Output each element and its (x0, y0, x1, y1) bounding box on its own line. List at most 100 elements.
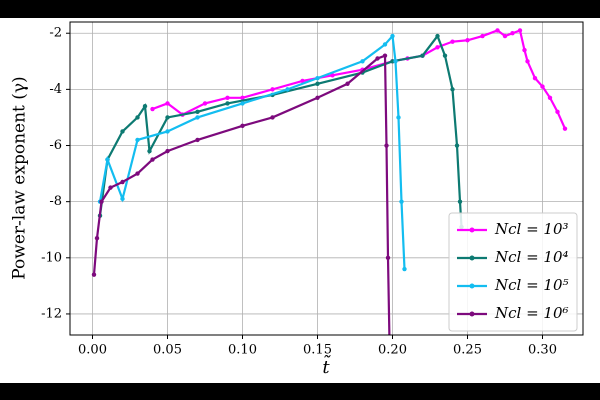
bottom-band (0, 383, 600, 400)
data-point (225, 95, 230, 100)
x-tick-label: 0.30 (528, 343, 557, 358)
data-point (547, 95, 553, 100)
data-point (135, 137, 140, 143)
data-point (385, 255, 391, 261)
x-axis-label: t̃ (322, 355, 331, 378)
data-point (510, 31, 515, 36)
y-axis-label: Power-law exponent (γ) (10, 76, 30, 279)
legend-marker (469, 227, 475, 233)
data-point (382, 42, 388, 47)
series-layer (91, 28, 568, 335)
data-point (532, 75, 538, 81)
data-point (457, 199, 463, 204)
legend-label: Ncl = 10⁴ (494, 248, 569, 266)
series-line (92, 54, 391, 335)
data-point (435, 33, 440, 39)
data-point (375, 56, 380, 61)
data-point (540, 84, 545, 89)
legend-box (448, 212, 578, 332)
data-point (270, 115, 275, 120)
data-point (442, 53, 448, 58)
x-tick-label: 0.15 (303, 343, 332, 358)
data-point (135, 115, 140, 120)
data-point (345, 81, 350, 86)
data-point (420, 53, 425, 58)
x-tick-label: 0.20 (378, 343, 407, 358)
data-point (225, 101, 230, 106)
data-point (120, 129, 125, 134)
data-point (135, 171, 140, 176)
data-point (495, 28, 500, 33)
data-point (330, 73, 335, 78)
legend-label: Ncl = 10⁶ (494, 304, 569, 322)
data-point (94, 235, 100, 241)
data-point (142, 104, 148, 109)
data-point (465, 38, 470, 43)
data-point (502, 33, 508, 39)
data-point (562, 126, 568, 131)
data-point (315, 81, 320, 86)
data-point (270, 87, 275, 92)
data-point (399, 199, 404, 204)
data-point (454, 143, 460, 148)
y-tick-label: -12 (41, 306, 62, 321)
data-point (195, 137, 200, 143)
x-tick-label: 0.10 (228, 343, 257, 358)
data-point (105, 157, 110, 162)
data-point (240, 123, 245, 129)
data-point (393, 59, 398, 64)
y-tick-label: -4 (49, 82, 62, 97)
data-point (240, 95, 245, 100)
data-point (382, 53, 388, 58)
data-point (480, 33, 485, 39)
data-point (517, 28, 523, 33)
plot-frame (69, 21, 584, 336)
legend-marker (469, 283, 475, 289)
data-point (120, 179, 125, 185)
series-line (152, 28, 567, 130)
series-line (98, 33, 463, 227)
data-point (150, 106, 155, 112)
data-point (555, 109, 560, 115)
x-tick-label: 0.25 (453, 343, 482, 358)
data-point (450, 39, 455, 44)
data-point (360, 59, 365, 64)
y-tick-label: -2 (49, 26, 62, 41)
data-point (315, 75, 320, 81)
data-point (402, 266, 407, 272)
data-point (165, 129, 170, 134)
top-band (0, 0, 600, 18)
data-point (91, 272, 97, 277)
data-point (165, 148, 170, 154)
data-point (315, 95, 320, 100)
data-point (384, 143, 389, 148)
data-point (165, 101, 170, 106)
y-tick-label: -8 (49, 194, 62, 209)
y-tick-label: -6 (49, 138, 62, 153)
x-tick-label: 0.00 (78, 343, 107, 358)
y-tick-label: -10 (41, 250, 62, 265)
data-point (450, 87, 455, 92)
data-point (522, 47, 527, 53)
data-point (240, 101, 245, 106)
data-point (390, 33, 395, 39)
data-point (147, 148, 152, 154)
data-point (202, 101, 208, 106)
data-point (99, 199, 104, 204)
legend-marker (469, 311, 475, 317)
legend-marker (469, 255, 475, 261)
data-point (300, 78, 305, 84)
series-line (98, 33, 406, 270)
data-point (195, 109, 200, 115)
data-point (435, 45, 440, 50)
data-point (396, 115, 401, 120)
data-point (195, 115, 200, 120)
data-point (120, 196, 125, 202)
data-point (150, 157, 155, 162)
data-point (285, 87, 290, 92)
legend-label: Ncl = 10³ (494, 220, 569, 238)
x-tick-label: 0.05 (153, 343, 182, 358)
data-point (525, 59, 530, 64)
data-point (165, 115, 170, 120)
